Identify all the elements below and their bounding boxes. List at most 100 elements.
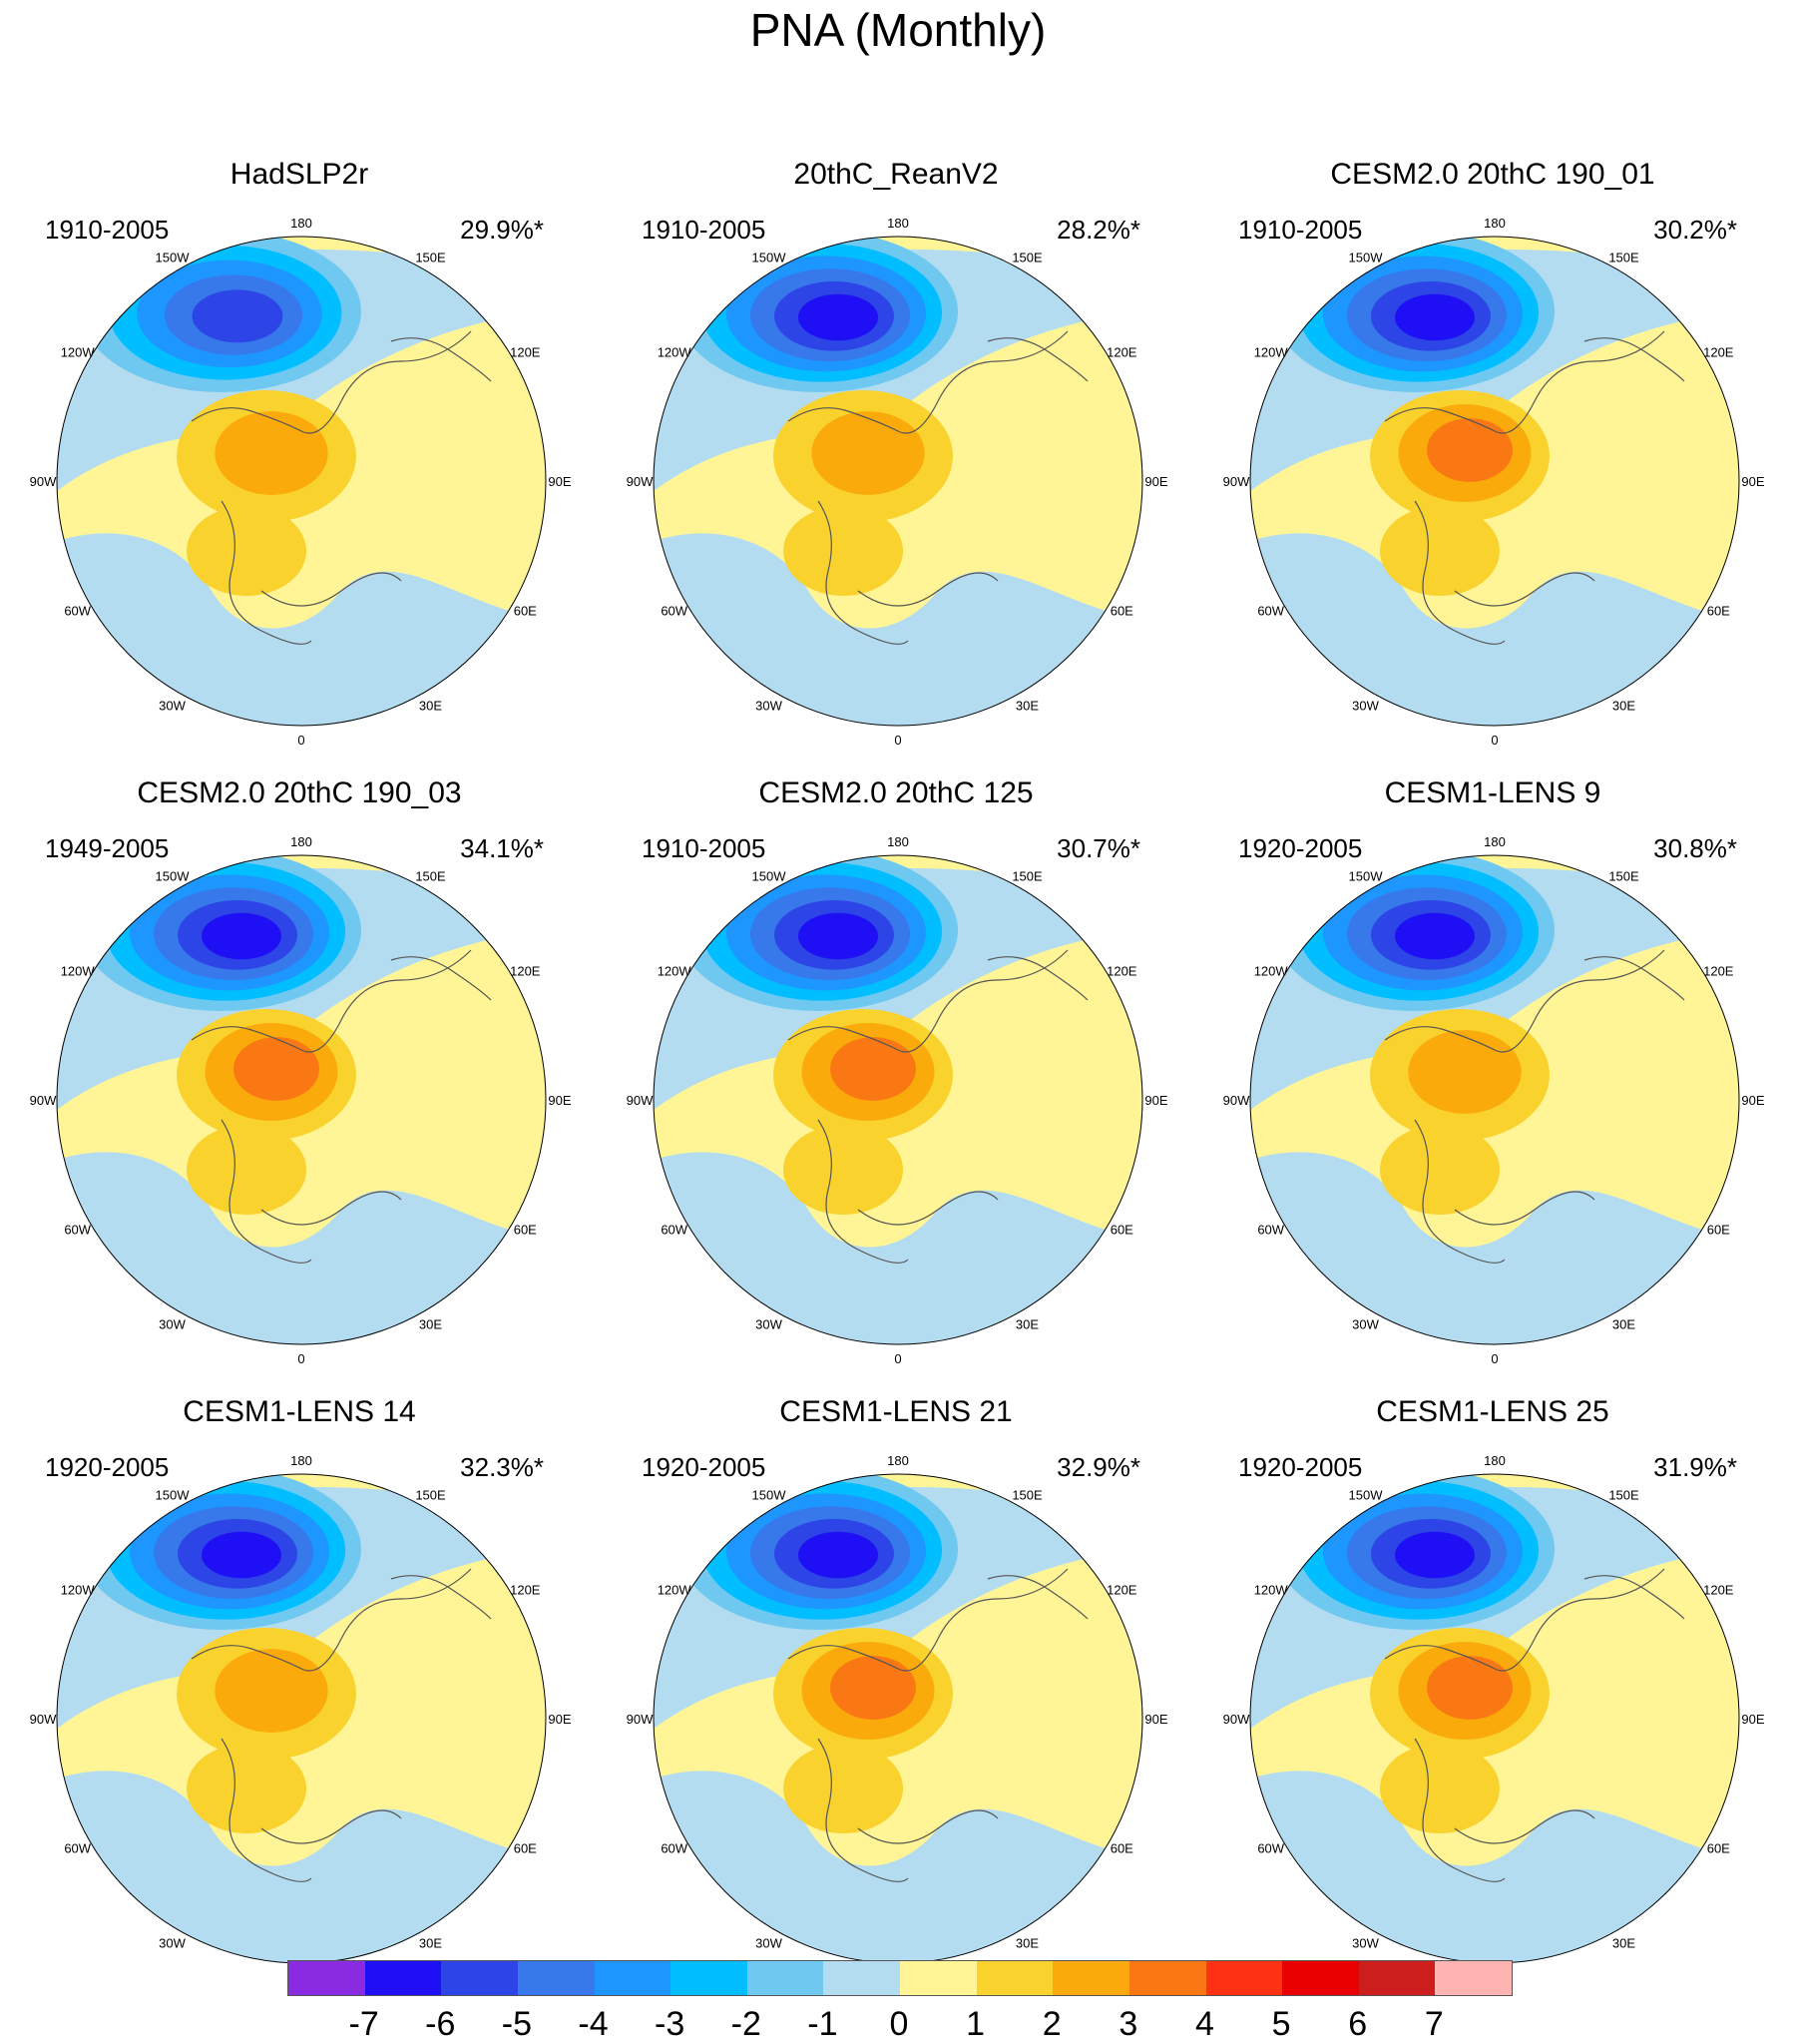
coastline xyxy=(787,330,1089,645)
map-panel: CESM2.0 20thC 125 1910-2005 30.7%* 180 150E 1… xyxy=(597,684,1195,1366)
longitude-label: 150E xyxy=(415,1488,446,1503)
longitude-label: 180 xyxy=(290,834,312,849)
longitude-label: 150E xyxy=(1608,251,1639,265)
coastline xyxy=(787,1568,1089,1882)
map-panel: CESM1-LENS 25 1920-2005 31.9%* 180 150E 120E 9… xyxy=(1193,1302,1792,1985)
longitude-label: 90E xyxy=(548,474,571,489)
panel-title: CESM2.0 20thC 190_03 xyxy=(137,776,462,809)
positive-contour xyxy=(1408,1030,1522,1114)
panel-title: CESM2.0 20thC 190_01 xyxy=(1330,158,1655,191)
positive-contour xyxy=(187,506,306,596)
longitude-label: 60W xyxy=(1257,604,1284,619)
longitude-label: 120W xyxy=(1254,1583,1289,1598)
positive-contour xyxy=(215,411,328,495)
longitude-label: 30E xyxy=(1016,1935,1039,1950)
longitude-label: 30W xyxy=(1352,1935,1379,1950)
longitude-label: 90W xyxy=(1223,1712,1250,1727)
longitude-label: 120W xyxy=(61,964,96,979)
panel-years: 1920-2005 xyxy=(1238,833,1363,863)
panel-title: 20thC_ReanV2 xyxy=(793,158,999,191)
colorbar-tick-label: 5 xyxy=(1271,2005,1291,2043)
longitude-label: 30W xyxy=(755,1316,782,1331)
longitude-label: 30E xyxy=(1612,1935,1635,1950)
longitude-label: 150W xyxy=(752,251,787,265)
longitude-label: 30E xyxy=(419,1935,442,1950)
negative-contour xyxy=(1395,293,1475,341)
positive-contour xyxy=(215,1649,328,1733)
longitude-label: 180 xyxy=(290,216,312,231)
longitude-label: 120W xyxy=(658,1583,692,1598)
coastline xyxy=(1384,949,1685,1264)
longitude-label: 150W xyxy=(156,869,191,884)
panel-variance-pct: 29.9%* xyxy=(460,215,544,245)
longitude-label: 60W xyxy=(1257,1841,1284,1856)
longitude-label: 90E xyxy=(548,1712,571,1727)
positive-contour xyxy=(830,1656,916,1720)
colorbar-swatch xyxy=(1358,1961,1436,1995)
positive-contour xyxy=(811,411,925,495)
colorbar-tick-label: -4 xyxy=(578,2005,609,2043)
longitude-label: 30E xyxy=(1016,698,1039,713)
colorbar-tick-label: 7 xyxy=(1424,2005,1444,2043)
longitude-label: 150E xyxy=(415,869,446,884)
panel-variance-pct: 30.8%* xyxy=(1653,833,1737,863)
panel-years: 1920-2005 xyxy=(642,1452,766,1482)
longitude-label: 150W xyxy=(1349,251,1384,265)
longitude-label: 150E xyxy=(1012,251,1043,265)
panel-variance-pct: 30.2%* xyxy=(1653,215,1737,245)
panel-years: 1910-2005 xyxy=(642,215,766,245)
map-boundary xyxy=(653,236,1143,727)
colorbar-swatch xyxy=(441,1961,518,1995)
colorbar-tick-label: -2 xyxy=(730,2005,761,2043)
positive-contour xyxy=(1427,418,1513,482)
panel-title: CESM1-LENS 21 xyxy=(779,1395,1013,1428)
negative-contour xyxy=(798,293,878,341)
colorbar-tick-label: 1 xyxy=(966,2005,986,2043)
longitude-label: 90E xyxy=(1741,1712,1764,1727)
positive-contour xyxy=(783,1125,903,1215)
positive-contour xyxy=(783,1744,903,1833)
map-panel: CESM1-LENS 14 1920-2005 32.3%* 180 150E 120E 9… xyxy=(0,1302,599,1985)
colorbar-swatch xyxy=(900,1961,977,1995)
positive-contour xyxy=(187,1125,306,1215)
map-boundary xyxy=(653,854,1143,1345)
longitude-label: 150E xyxy=(1012,869,1043,884)
longitude-label: 120E xyxy=(510,345,541,360)
longitude-label: 60E xyxy=(1707,604,1730,619)
longitude-label: 120E xyxy=(1703,964,1734,979)
coastline xyxy=(787,949,1089,1264)
longitude-label: 150W xyxy=(1349,869,1384,884)
longitude-label: 120E xyxy=(510,1583,541,1598)
longitude-label: 150E xyxy=(1608,869,1639,884)
longitude-label: 120E xyxy=(510,964,541,979)
longitude-label: 30W xyxy=(1352,698,1379,713)
panel-title: CESM1-LENS 9 xyxy=(1384,776,1601,809)
panel-title: CESM1-LENS 25 xyxy=(1376,1395,1609,1428)
positive-contour xyxy=(1427,1656,1513,1720)
panel-years: 1920-2005 xyxy=(45,1452,170,1482)
longitude-label: 30E xyxy=(1612,1316,1635,1331)
colorbar-tick-label: -5 xyxy=(501,2005,532,2043)
longitude-label: 150E xyxy=(415,251,446,265)
longitude-label: 120W xyxy=(1254,345,1289,360)
longitude-label: 150E xyxy=(1012,1488,1043,1503)
figure-title: PNA (Monthly) xyxy=(749,4,1047,56)
longitude-label: 0 xyxy=(297,1351,304,1366)
longitude-label: 90W xyxy=(627,1712,654,1727)
longitude-label: 90W xyxy=(30,1093,57,1108)
map-panel: 20thC_ReanV2 1910-2005 28.2%* 180 150E 120E 90… xyxy=(597,65,1195,748)
longitude-label: 30E xyxy=(419,1316,442,1331)
negative-contour xyxy=(192,289,283,343)
panel-title: CESM1-LENS 14 xyxy=(183,1395,416,1428)
longitude-label: 0 xyxy=(894,733,901,748)
map-panel: CESM1-LENS 21 1920-2005 32.9%* 180 150E 120E 9… xyxy=(597,1302,1195,1985)
longitude-label: 60E xyxy=(1111,1841,1133,1856)
colorbar-swatch xyxy=(1435,1961,1512,1995)
longitude-label: 60W xyxy=(1257,1223,1284,1238)
colorbar-swatch xyxy=(364,1961,442,1995)
map-boundary xyxy=(56,854,547,1345)
longitude-label: 30E xyxy=(1612,698,1635,713)
positive-contour xyxy=(233,1037,319,1101)
